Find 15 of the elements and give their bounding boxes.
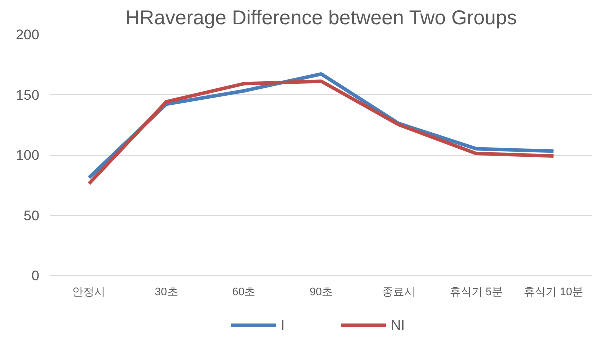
y-tick-label: 200 — [16, 26, 40, 42]
x-tick-label: 90초 — [310, 286, 334, 298]
x-tick-label: 종료시 — [382, 286, 416, 298]
legend-label: NI — [391, 317, 406, 333]
y-tick-label: 50 — [24, 207, 40, 224]
y-tick-label: 100 — [16, 147, 40, 163]
chart-title: HRaverage Difference between Two Groups — [125, 8, 518, 30]
x-tick-label: 휴식기 10분 — [524, 286, 584, 298]
x-tick-label: 휴식기 5분 — [450, 286, 503, 298]
y-tick-label: 150 — [16, 86, 40, 103]
x-tick-label: 안정시 — [72, 286, 106, 298]
y-tick-label: 0 — [32, 268, 40, 284]
x-tick-label: 60초 — [232, 286, 256, 298]
legend-label: I — [281, 317, 286, 333]
x-tick-label: 30초 — [155, 286, 178, 298]
